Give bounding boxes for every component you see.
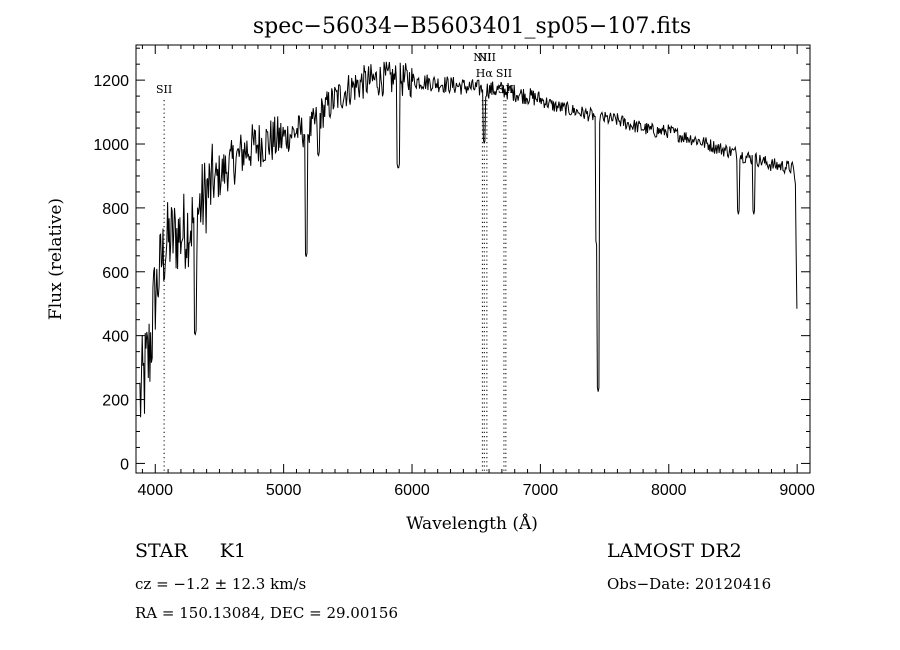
y-tick-label: 800 [102, 201, 129, 218]
x-tick-label: 9000 [779, 482, 815, 499]
x-tick-label: 4000 [137, 482, 173, 499]
object-class: STAR [135, 540, 188, 562]
x-tick-label: 8000 [651, 482, 687, 499]
y-tick-label: 0 [120, 456, 129, 473]
flux-series [139, 61, 798, 418]
coordinates-readout: RA = 150.13084, DEC = 29.00156 [135, 604, 399, 622]
line-marker-label: Hα [476, 67, 494, 80]
x-tick-label: 7000 [523, 482, 559, 499]
observation-date: Obs−Date: 20120416 [607, 575, 772, 593]
object-classification: STAR K1 [135, 540, 246, 562]
line-marker-label: SII [156, 83, 172, 96]
y-tick-label: 400 [102, 329, 129, 346]
redshift-readout: cz = −1.2 ± 12.3 km/s [135, 575, 307, 593]
y-tick-label: 200 [102, 393, 129, 410]
object-subclass: K1 [219, 540, 247, 562]
plot-axes: 4000 5000 6000 7000 8000 9000 0 200 400 600 800 100… [93, 44, 815, 499]
line-marker-label: SII [496, 67, 512, 80]
y-tick-label: 1000 [93, 137, 129, 154]
chart-title: spec−56034−B5603401_sp05−107.fits [253, 14, 691, 39]
y-axis-label: Flux (relative) [46, 198, 66, 320]
y-tick-label: 600 [102, 265, 129, 282]
flux-line [139, 61, 798, 418]
line-marker-label: NII [473, 51, 491, 64]
x-tick-label: 6000 [394, 482, 430, 499]
x-axis-label: Wavelength (Å) [406, 513, 538, 534]
line-marker-label: NII [478, 51, 496, 64]
y-tick-label: 1200 [93, 73, 129, 90]
survey-name: LAMOST DR2 [607, 540, 742, 562]
plot-frame [135, 44, 811, 474]
x-tick-label: 5000 [266, 482, 302, 499]
